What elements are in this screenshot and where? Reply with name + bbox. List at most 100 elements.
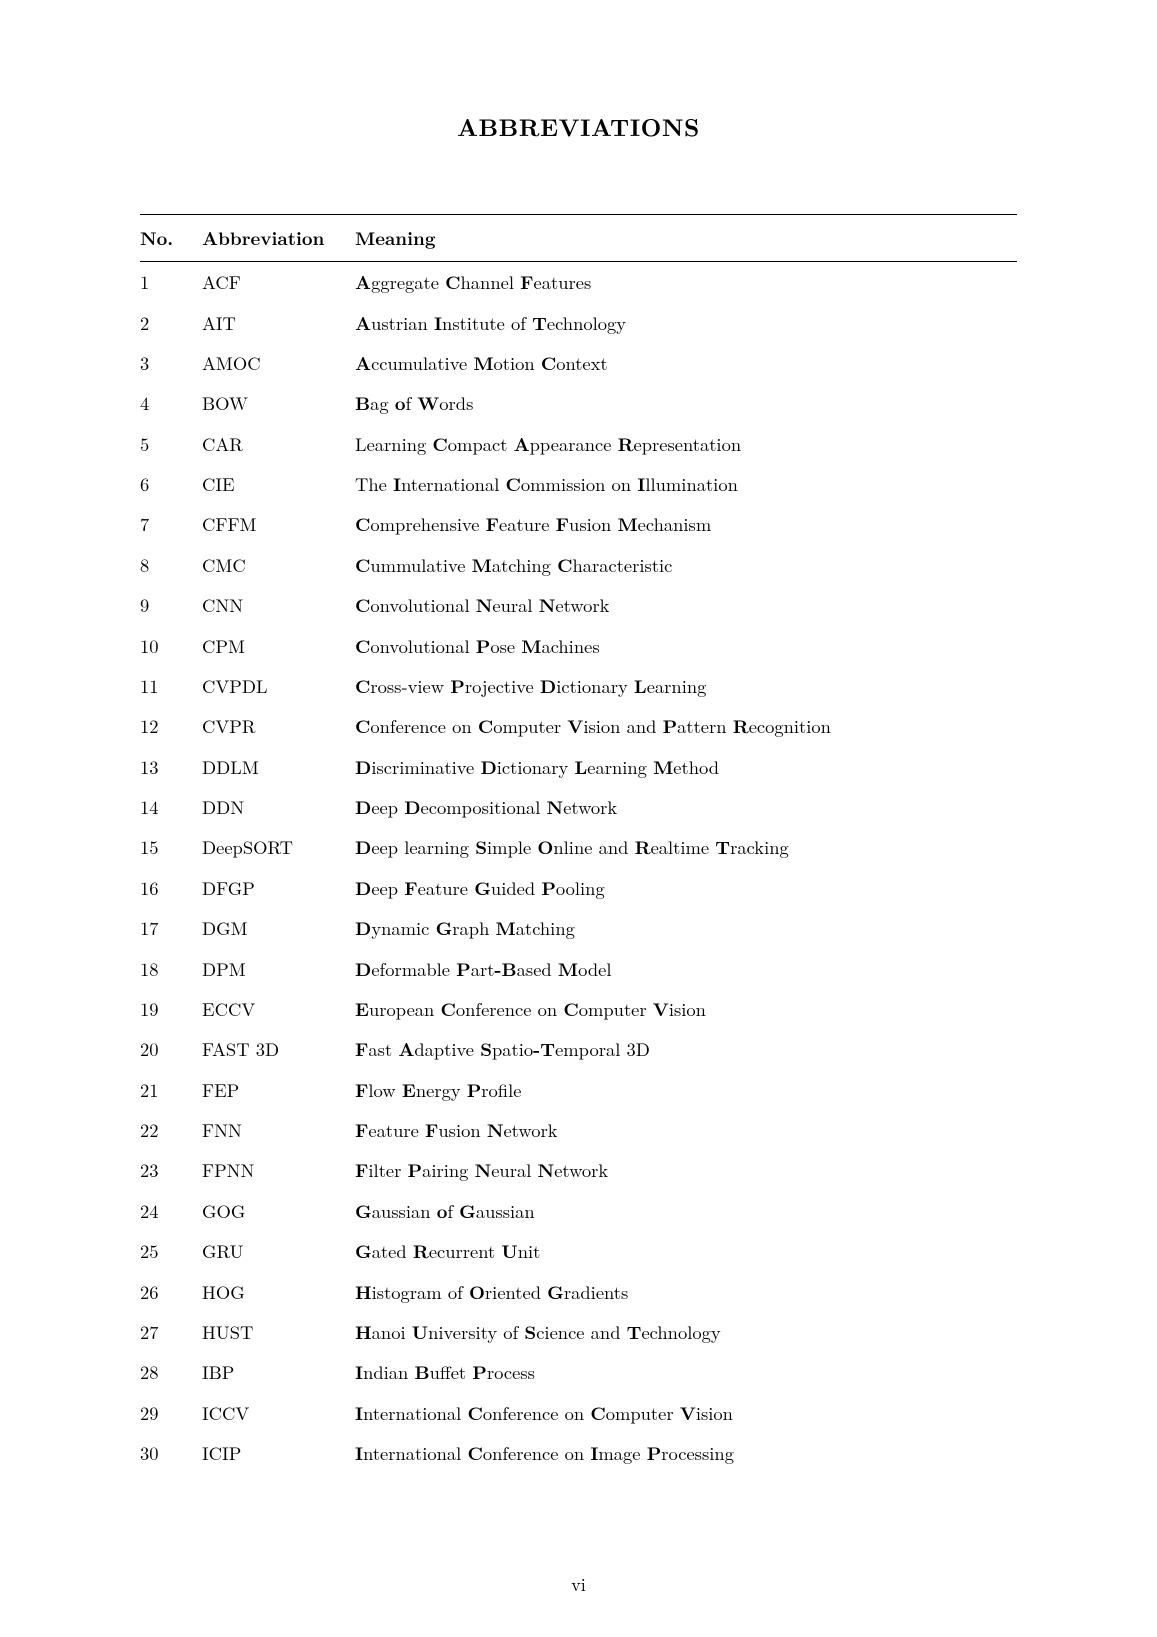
cell-abbr: ICCV bbox=[202, 1393, 355, 1433]
cell-no: 22 bbox=[140, 1110, 202, 1150]
cell-no: 8 bbox=[140, 545, 202, 585]
cell-meaning: Indian Buffet Process bbox=[355, 1352, 1017, 1392]
cell-no: 20 bbox=[140, 1029, 202, 1069]
table-row: 18DPMDeformable Part-Based Model bbox=[140, 948, 1017, 988]
table-row: 21FEPFlow Energy Profile bbox=[140, 1070, 1017, 1110]
table-row: 6CIEThe International Commission on Illu… bbox=[140, 464, 1017, 504]
table-body: 1ACFAggregate Channel Features2AITAustri… bbox=[140, 262, 1017, 1474]
table-row: 30ICIPInternational Conference on Image … bbox=[140, 1433, 1017, 1473]
abbreviations-table: No. Abbreviation Meaning 1ACFAggregate C… bbox=[140, 214, 1017, 1473]
cell-no: 24 bbox=[140, 1191, 202, 1231]
cell-meaning: European Conference on Computer Vision bbox=[355, 989, 1017, 1029]
cell-meaning: Deep Decompositional Network bbox=[355, 787, 1017, 827]
cell-no: 21 bbox=[140, 1070, 202, 1110]
cell-abbr: HOG bbox=[202, 1271, 355, 1311]
cell-meaning: The International Commission on Illumina… bbox=[355, 464, 1017, 504]
cell-abbr: DDN bbox=[202, 787, 355, 827]
cell-abbr: FNN bbox=[202, 1110, 355, 1150]
cell-meaning: Bag of Words bbox=[355, 383, 1017, 423]
cell-no: 11 bbox=[140, 666, 202, 706]
cell-no: 3 bbox=[140, 343, 202, 383]
cell-no: 25 bbox=[140, 1231, 202, 1271]
page-number: vi bbox=[0, 1572, 1157, 1597]
cell-no: 30 bbox=[140, 1433, 202, 1473]
cell-no: 19 bbox=[140, 989, 202, 1029]
cell-meaning: Gaussian of Gaussian bbox=[355, 1191, 1017, 1231]
cell-no: 26 bbox=[140, 1271, 202, 1311]
cell-no: 10 bbox=[140, 625, 202, 665]
table-row: 2AITAustrian Institute of Technology bbox=[140, 302, 1017, 342]
cell-meaning: Dynamic Graph Matching bbox=[355, 908, 1017, 948]
cell-meaning: Conference on Computer Vision and Patter… bbox=[355, 706, 1017, 746]
header-abbr: Abbreviation bbox=[202, 215, 355, 262]
cell-meaning: Histogram of Oriented Gradients bbox=[355, 1271, 1017, 1311]
cell-no: 29 bbox=[140, 1393, 202, 1433]
cell-meaning: International Conference on Image Proces… bbox=[355, 1433, 1017, 1473]
cell-no: 5 bbox=[140, 424, 202, 464]
cell-abbr: IBP bbox=[202, 1352, 355, 1392]
cell-no: 14 bbox=[140, 787, 202, 827]
table-row: 4BOWBag of Words bbox=[140, 383, 1017, 423]
cell-meaning: Austrian Institute of Technology bbox=[355, 302, 1017, 342]
table-header-row: No. Abbreviation Meaning bbox=[140, 215, 1017, 262]
cell-no: 9 bbox=[140, 585, 202, 625]
cell-abbr: CPM bbox=[202, 625, 355, 665]
cell-abbr: DeepSORT bbox=[202, 827, 355, 867]
cell-abbr: CAR bbox=[202, 424, 355, 464]
table-row: 3AMOCAccumulative Motion Context bbox=[140, 343, 1017, 383]
cell-no: 1 bbox=[140, 262, 202, 303]
cell-meaning: Aggregate Channel Features bbox=[355, 262, 1017, 303]
cell-abbr: HUST bbox=[202, 1312, 355, 1352]
cell-abbr: CNN bbox=[202, 585, 355, 625]
table-row: 9CNNConvolutional Neural Network bbox=[140, 585, 1017, 625]
cell-abbr: CMC bbox=[202, 545, 355, 585]
cell-no: 6 bbox=[140, 464, 202, 504]
cell-meaning: Gated Recurrent Unit bbox=[355, 1231, 1017, 1271]
cell-abbr: ECCV bbox=[202, 989, 355, 1029]
cell-meaning: Deformable Part-Based Model bbox=[355, 948, 1017, 988]
cell-abbr: CIE bbox=[202, 464, 355, 504]
table-row: 19ECCVEuropean Conference on Computer Vi… bbox=[140, 989, 1017, 1029]
table-row: 23FPNNFilter Pairing Neural Network bbox=[140, 1150, 1017, 1190]
cell-meaning: Comprehensive Feature Fusion Mechanism bbox=[355, 504, 1017, 544]
table-row: 1ACFAggregate Channel Features bbox=[140, 262, 1017, 303]
table-row: 16DFGPDeep Feature Guided Pooling bbox=[140, 868, 1017, 908]
cell-abbr: GOG bbox=[202, 1191, 355, 1231]
cell-abbr: ACF bbox=[202, 262, 355, 303]
cell-no: 13 bbox=[140, 747, 202, 787]
cell-meaning: Feature Fusion Network bbox=[355, 1110, 1017, 1150]
header-meaning: Meaning bbox=[355, 215, 1017, 262]
cell-meaning: Convolutional Neural Network bbox=[355, 585, 1017, 625]
cell-abbr: ICIP bbox=[202, 1433, 355, 1473]
header-no: No. bbox=[140, 215, 202, 262]
table-row: 27HUSTHanoi University of Science and Te… bbox=[140, 1312, 1017, 1352]
cell-no: 15 bbox=[140, 827, 202, 867]
cell-meaning: Hanoi University of Science and Technolo… bbox=[355, 1312, 1017, 1352]
table-row: 26HOGHistogram of Oriented Gradients bbox=[140, 1271, 1017, 1311]
table-row: 20FAST 3DFast Adaptive Spatio-Temporal 3… bbox=[140, 1029, 1017, 1069]
table-row: 8CMCCummulative Matching Characteristic bbox=[140, 545, 1017, 585]
cell-meaning: Deep Feature Guided Pooling bbox=[355, 868, 1017, 908]
cell-meaning: Cummulative Matching Characteristic bbox=[355, 545, 1017, 585]
table-row: 22FNNFeature Fusion Network bbox=[140, 1110, 1017, 1150]
cell-abbr: CFFM bbox=[202, 504, 355, 544]
cell-meaning: Filter Pairing Neural Network bbox=[355, 1150, 1017, 1190]
cell-no: 17 bbox=[140, 908, 202, 948]
cell-abbr: CVPR bbox=[202, 706, 355, 746]
cell-no: 18 bbox=[140, 948, 202, 988]
cell-meaning: Convolutional Pose Machines bbox=[355, 625, 1017, 665]
cell-no: 27 bbox=[140, 1312, 202, 1352]
cell-no: 7 bbox=[140, 504, 202, 544]
cell-abbr: AIT bbox=[202, 302, 355, 342]
table-row: 25GRUGated Recurrent Unit bbox=[140, 1231, 1017, 1271]
cell-meaning: Fast Adaptive Spatio-Temporal 3D bbox=[355, 1029, 1017, 1069]
cell-no: 4 bbox=[140, 383, 202, 423]
table-row: 12CVPRConference on Computer Vision and … bbox=[140, 706, 1017, 746]
cell-meaning: Deep learning Simple Online and Realtime… bbox=[355, 827, 1017, 867]
table-row: 5CARLearning Compact Appearance Represen… bbox=[140, 424, 1017, 464]
cell-abbr: DDLM bbox=[202, 747, 355, 787]
cell-abbr: AMOC bbox=[202, 343, 355, 383]
cell-abbr: DPM bbox=[202, 948, 355, 988]
table-row: 24GOGGaussian of Gaussian bbox=[140, 1191, 1017, 1231]
cell-meaning: Cross-view Projective Dictionary Learnin… bbox=[355, 666, 1017, 706]
